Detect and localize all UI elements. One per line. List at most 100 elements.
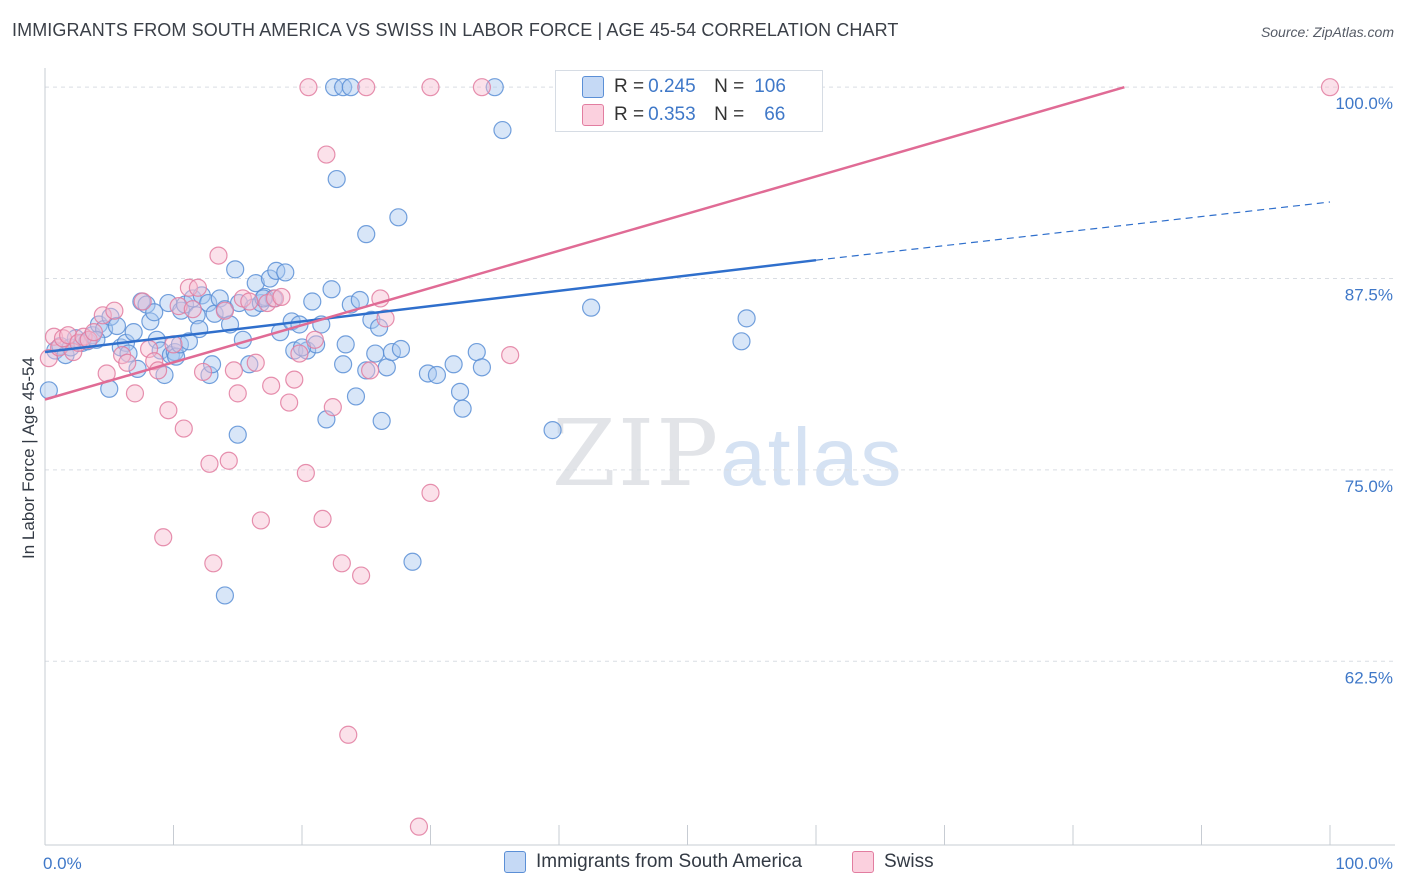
data-point-south-america — [199, 293, 218, 313]
data-point-swiss — [174, 419, 193, 438]
data-point-south-america — [215, 586, 234, 605]
data-point-south-america — [276, 263, 295, 282]
legend-n-value: 66 — [764, 104, 786, 125]
data-point-south-america — [124, 323, 143, 342]
data-point-swiss — [240, 292, 259, 311]
data-point-south-america — [444, 355, 463, 374]
data-point-swiss — [125, 384, 145, 403]
data-point-swiss — [339, 725, 358, 744]
y-tick-label: 100.0% — [1335, 94, 1393, 113]
data-point-swiss — [183, 300, 202, 319]
trendline-south-america-extension — [815, 201, 1331, 261]
data-point-swiss — [105, 301, 124, 320]
data-point-swiss — [376, 309, 395, 328]
data-point-south-america — [334, 78, 353, 97]
data-point-south-america — [246, 274, 265, 293]
data-point-swiss — [74, 327, 93, 346]
data-point-swiss — [1320, 78, 1340, 97]
data-point-south-america — [336, 335, 355, 354]
data-point-swiss — [290, 344, 309, 363]
data-point-south-america — [737, 309, 756, 328]
data-point-swiss — [224, 361, 243, 380]
data-point-swiss — [361, 361, 380, 380]
data-point-south-america — [485, 78, 504, 97]
data-point-south-america — [322, 280, 341, 299]
data-point-swiss — [209, 246, 228, 265]
data-point-south-america — [362, 310, 381, 329]
data-point-swiss — [501, 345, 520, 365]
series-immigrants-south-america — [39, 78, 820, 605]
data-point-swiss — [265, 289, 285, 308]
data-point-south-america — [145, 303, 164, 322]
data-point-swiss — [472, 78, 491, 97]
data-point-swiss — [44, 327, 64, 346]
data-point-swiss — [246, 353, 265, 372]
data-point-swiss — [154, 528, 173, 547]
series-legend: Immigrants from South America Swiss — [0, 851, 1406, 879]
data-point-swiss — [296, 463, 315, 483]
data-point-south-america — [303, 292, 322, 311]
legend-item-swiss[interactable]: Swiss — [852, 851, 934, 873]
legend-swatch-swiss — [582, 104, 604, 126]
data-point-south-america — [226, 260, 245, 279]
legend-row-south-america: R = 0.245 N = 106 — [556, 73, 822, 101]
grid-lines — [45, 86, 1395, 662]
data-point-south-america — [370, 318, 389, 337]
chart-title: IMMIGRANTS FROM SOUTH AMERICA VS SWISS I… — [12, 20, 899, 40]
data-point-south-america — [543, 421, 562, 440]
data-point-swiss — [313, 509, 332, 529]
x-tick-label: 0.0% — [43, 854, 82, 873]
data-point-swiss — [188, 278, 208, 297]
data-point-swiss — [299, 78, 318, 97]
legend-label-swiss: Swiss — [884, 851, 934, 872]
data-point-south-america — [389, 208, 408, 227]
data-point-swiss — [323, 398, 342, 417]
data-point-south-america — [327, 169, 346, 189]
legend-label-south-america: Immigrants from South America — [536, 851, 803, 872]
data-point-swiss — [409, 817, 429, 836]
source-label: Source: ZipAtlas.com — [1260, 24, 1394, 40]
data-point-south-america — [357, 225, 376, 244]
legend-r-value: 0.353 — [648, 104, 696, 125]
data-point-swiss — [219, 451, 238, 470]
zipatlas-watermark: ZIPatlas — [552, 400, 903, 507]
data-point-south-america — [403, 552, 422, 571]
data-point-swiss — [352, 566, 371, 585]
data-point-south-america — [357, 361, 376, 380]
legend-r-label: R = — [614, 104, 645, 125]
data-point-swiss — [228, 384, 247, 403]
trendline-swiss — [44, 85, 1125, 401]
y-axis-label: In Labor Force | Age 45-54 — [19, 357, 38, 559]
data-point-south-america — [228, 425, 247, 444]
data-point-south-america — [427, 365, 447, 385]
legend-item-south-america[interactable]: Immigrants from South America — [504, 851, 802, 873]
data-point-south-america — [179, 332, 199, 351]
legend-swatch-swiss — [852, 851, 874, 873]
data-point-south-america — [346, 387, 366, 406]
tick-labels: 62.5% 75.0% 87.5% 100.0% 0.0% 100.0% — [43, 94, 1393, 873]
series-swiss — [39, 78, 1340, 836]
data-point-swiss — [84, 323, 103, 342]
data-point-south-america — [391, 339, 411, 359]
trendline-south-america — [44, 258, 817, 354]
data-point-swiss — [280, 393, 299, 412]
data-point-south-america — [377, 358, 396, 377]
data-point-swiss — [215, 301, 234, 320]
data-point-south-america — [267, 261, 286, 280]
data-point-swiss — [204, 554, 223, 573]
data-point-swiss — [251, 511, 270, 530]
y-tick-label: 75.0% — [1345, 477, 1393, 496]
data-point-swiss — [421, 78, 440, 97]
data-point-south-america — [107, 316, 127, 336]
data-point-south-america — [582, 298, 601, 317]
data-point-swiss — [305, 330, 324, 349]
data-point-swiss — [357, 78, 376, 97]
data-point-south-america — [372, 411, 391, 431]
legend-r-label: R = — [614, 76, 645, 97]
data-point-swiss — [200, 454, 219, 473]
data-point-south-america — [732, 332, 751, 351]
legend-n-label: N = — [714, 104, 745, 125]
data-point-south-america — [418, 364, 438, 383]
data-point-south-america — [450, 382, 470, 401]
